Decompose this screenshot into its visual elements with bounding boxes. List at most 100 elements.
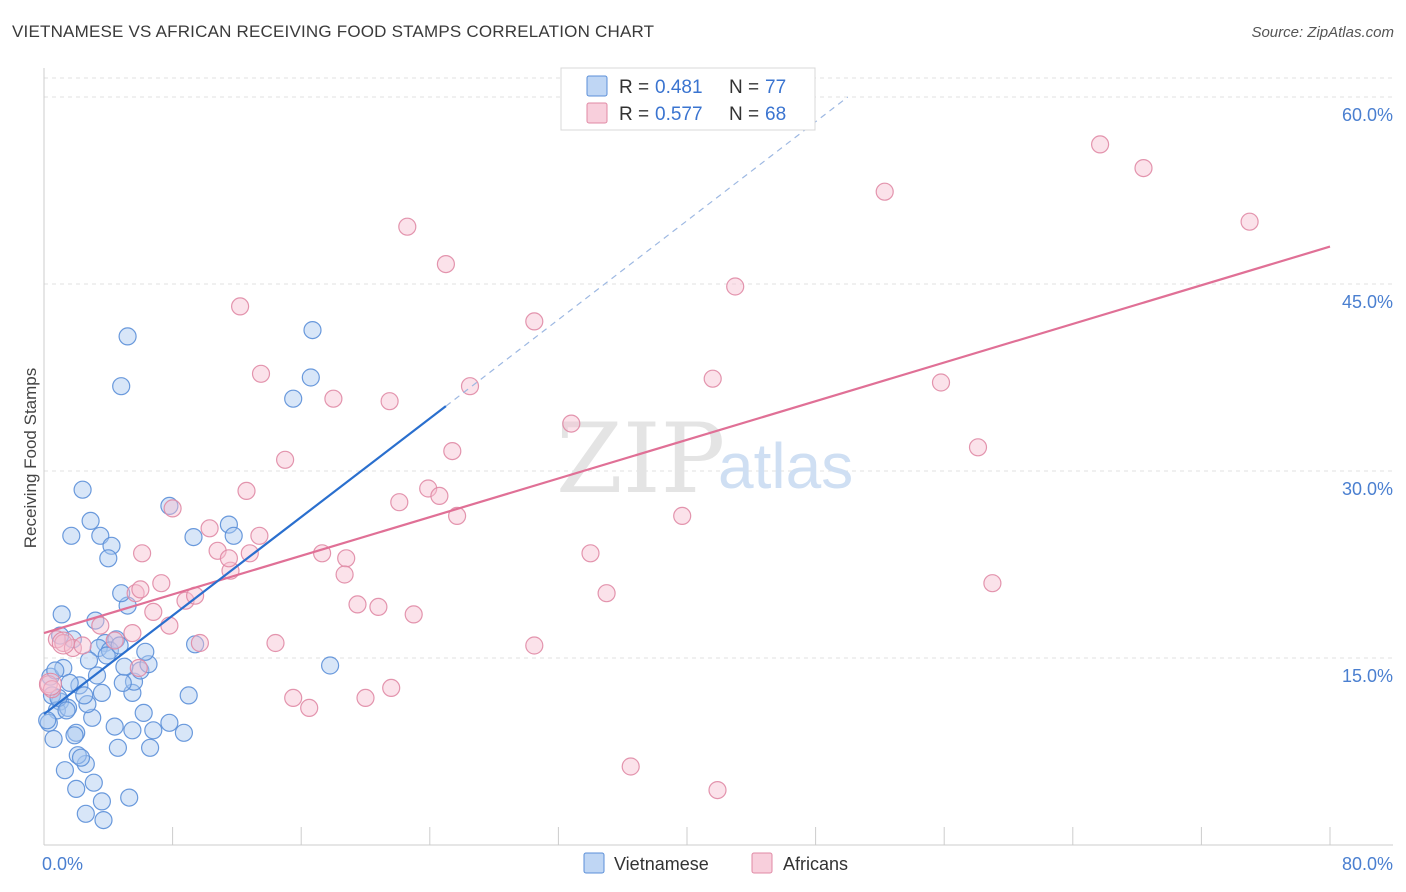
point-africans bbox=[525, 636, 544, 655]
point-africans bbox=[152, 574, 171, 593]
point-vietnamese bbox=[179, 686, 198, 705]
point-africans bbox=[968, 438, 988, 457]
point-vietnamese bbox=[321, 656, 340, 675]
point-vietnamese bbox=[57, 701, 76, 720]
point-vietnamese bbox=[92, 792, 112, 811]
point-africans bbox=[131, 580, 150, 599]
point-vietnamese bbox=[112, 584, 131, 603]
point-vietnamese bbox=[284, 389, 303, 408]
point-africans bbox=[39, 675, 58, 694]
point-africans bbox=[231, 297, 250, 316]
trend-line-vietnamese bbox=[43, 405, 447, 715]
x-tick-labels: 0.0% 80.0% bbox=[42, 854, 1393, 874]
point-africans bbox=[335, 565, 354, 584]
point-africans bbox=[398, 217, 417, 236]
point-africans bbox=[1134, 159, 1153, 178]
point-vietnamese bbox=[110, 636, 129, 655]
point-africans bbox=[200, 519, 219, 538]
point-vietnamese bbox=[55, 761, 75, 780]
point-vietnamese bbox=[100, 641, 120, 660]
point-africans bbox=[597, 584, 616, 603]
point-vietnamese bbox=[108, 738, 128, 757]
point-africans bbox=[931, 373, 951, 392]
point-vietnamese bbox=[134, 703, 153, 723]
point-vietnamese bbox=[44, 729, 63, 749]
legend-r-value: 0.577 bbox=[655, 104, 703, 125]
point-africans bbox=[51, 631, 75, 655]
legend-r-label: R = bbox=[619, 77, 649, 98]
point-africans bbox=[708, 780, 727, 800]
point-vietnamese bbox=[67, 779, 86, 799]
point-vietnamese bbox=[301, 368, 320, 387]
chart-title: VIETNAMESE VS AFRICAN RECEIVING FOOD STA… bbox=[12, 22, 655, 41]
watermark: ZIP atlas bbox=[556, 403, 853, 515]
point-vietnamese bbox=[76, 804, 95, 823]
point-africans bbox=[382, 678, 401, 698]
point-vietnamese bbox=[94, 810, 113, 830]
point-africans bbox=[276, 450, 295, 469]
point-africans bbox=[380, 392, 399, 411]
watermark-zip: ZIP bbox=[556, 403, 725, 515]
point-africans bbox=[390, 493, 409, 512]
point-africans bbox=[983, 574, 1002, 593]
point-africans bbox=[525, 312, 544, 331]
point-africans bbox=[38, 672, 62, 696]
point-africans bbox=[875, 182, 894, 201]
point-vietnamese bbox=[141, 738, 160, 757]
point-africans bbox=[448, 506, 467, 526]
source-label: Source: ZipAtlas.com bbox=[1251, 24, 1394, 41]
point-vietnamese bbox=[144, 721, 163, 740]
point-vietnamese bbox=[65, 726, 84, 745]
point-africans bbox=[190, 633, 209, 653]
point-vietnamese bbox=[75, 686, 94, 705]
y-tick-label: 60.0% bbox=[1342, 105, 1393, 125]
point-vietnamese bbox=[112, 377, 131, 396]
legend-n-value: 68 bbox=[765, 104, 786, 125]
point-africans bbox=[251, 364, 271, 383]
x-tick-label: 80.0% bbox=[1342, 854, 1393, 874]
point-africans bbox=[237, 481, 256, 500]
point-vietnamese bbox=[120, 788, 139, 807]
y-tick-label: 15.0% bbox=[1342, 666, 1393, 686]
point-vietnamese bbox=[105, 717, 124, 736]
point-africans bbox=[105, 631, 124, 650]
point-vietnamese bbox=[184, 527, 203, 547]
point-africans bbox=[240, 544, 259, 563]
series-legend: Vietnamese Africans bbox=[583, 852, 848, 874]
point-africans bbox=[133, 544, 152, 563]
point-africans bbox=[726, 277, 745, 296]
point-africans bbox=[163, 499, 182, 518]
y-tick-label: 30.0% bbox=[1342, 479, 1393, 499]
point-vietnamese bbox=[68, 746, 87, 765]
point-africans bbox=[419, 479, 438, 498]
point-vietnamese bbox=[97, 646, 116, 665]
point-vietnamese bbox=[123, 721, 142, 740]
point-africans bbox=[284, 688, 303, 708]
point-africans bbox=[1240, 212, 1259, 231]
point-vietnamese bbox=[219, 515, 238, 534]
point-vietnamese bbox=[115, 657, 134, 676]
data-points bbox=[38, 135, 1259, 830]
point-vietnamese bbox=[73, 480, 92, 499]
point-africans bbox=[562, 414, 581, 433]
point-vietnamese bbox=[83, 708, 102, 727]
legend-n-label: N = bbox=[729, 77, 759, 98]
trend-line-africans bbox=[43, 245, 1331, 635]
legend-r-label: R = bbox=[619, 104, 649, 125]
point-vietnamese bbox=[52, 605, 71, 624]
point-africans bbox=[266, 633, 285, 653]
point-vietnamese bbox=[174, 723, 193, 742]
point-africans bbox=[703, 369, 722, 388]
point-africans bbox=[129, 658, 148, 678]
legend-swatch-africans bbox=[586, 102, 608, 124]
point-vietnamese bbox=[79, 651, 99, 670]
y-tick-label: 45.0% bbox=[1342, 292, 1393, 312]
y-axis-title: Receiving Food Stamps bbox=[21, 368, 40, 548]
point-vietnamese bbox=[99, 549, 118, 568]
point-vietnamese bbox=[118, 327, 137, 346]
point-africans bbox=[621, 757, 640, 776]
point-vietnamese bbox=[303, 321, 322, 340]
watermark-atlas: atlas bbox=[718, 430, 853, 502]
point-africans bbox=[144, 602, 163, 622]
